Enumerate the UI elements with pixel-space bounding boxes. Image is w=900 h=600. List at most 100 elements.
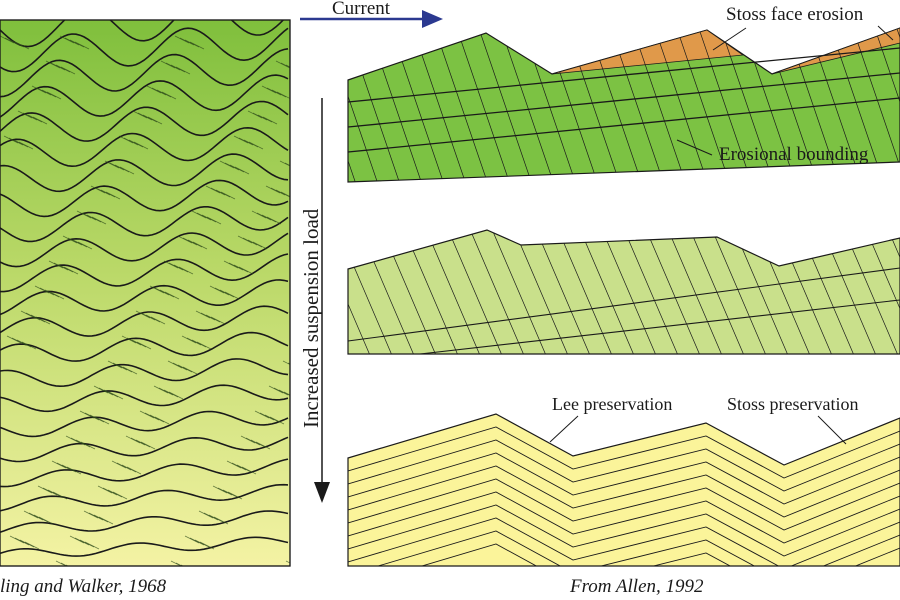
middle-foreset-line [465,230,527,354]
foreset-dash [154,287,170,296]
foreset-dash [97,485,113,494]
foreset-dash [30,314,46,323]
ripple-lamina-line [0,331,289,362]
foreset-dash [198,510,214,519]
middle-foreset-line [641,230,703,354]
foreset-dash [161,91,177,100]
bottom-lamina-line [348,543,900,566]
foreset-dash [28,512,44,521]
foreset-dash [140,441,156,450]
foreset-dash [150,316,166,325]
foreset-dash [34,285,50,294]
foreset-dash [88,512,104,521]
foreset-dash [220,191,236,200]
foreset-dash [282,360,290,365]
foreset-dash [252,112,268,121]
ripple-laminae [0,20,289,557]
foreset-dash [75,439,91,448]
foreset-dash [285,64,290,68]
bottom-lamina-line [348,491,900,544]
foreset-dash [48,260,64,269]
foreset-dash [174,35,190,44]
foreset-dash [227,491,243,500]
foreset-dash [132,110,148,119]
foreset-dash [84,412,100,421]
foreset-dash [206,216,222,225]
foreset-dash [280,191,290,197]
foreset-dash [247,239,263,248]
foreset-dash [66,466,82,475]
foreset-dash [81,212,97,221]
top-foreset-line [348,28,381,182]
foreset-dash [69,39,85,48]
foreset-dash [126,337,142,346]
foreset-dash [219,289,235,298]
foreset-dash [270,187,286,196]
foreset-dash [266,87,282,96]
foreset-dash [84,541,100,550]
foreset-dash [67,237,83,246]
foreset-dash [231,462,247,471]
foreset-dash [90,185,106,194]
foreset-dash [46,91,62,100]
foreset-dash [248,141,264,150]
foreset-dash [266,216,282,225]
foreset-dash [278,389,290,396]
ripple-lamina-line [0,48,289,98]
right-caption: From Allen, 1992 [569,576,704,597]
top-foreset-line [673,28,733,182]
stoss-preservation-label: Stoss preservation [727,394,858,414]
left-panel-climbing-ripples [0,19,309,567]
ripple-lamina-line [0,483,289,512]
foreset-dash [14,537,30,546]
foreset-dash [149,285,165,294]
foreset-dash [213,516,229,525]
foreset-dash [121,335,137,344]
foreset-dash [149,414,165,423]
foreset-dash [142,114,158,123]
top-foreset-line [453,28,513,182]
foreset-dash [252,241,268,250]
foreset-dash [64,37,80,46]
foreset-dash [208,514,224,523]
foreset-dash [119,166,135,175]
stoss-face-erosion-label: Stoss face erosion [726,4,864,25]
middle-foreset-line [619,230,681,354]
foreset-dash [8,137,24,146]
foreset-dash [170,64,186,73]
foreset-dash [295,167,309,174]
foreset-dash [172,362,188,371]
foreset-dash [184,39,200,48]
foreset-dash [196,212,212,221]
foreset-dash [79,410,95,419]
foreset-dash [56,462,72,471]
foreset-dash [49,291,65,300]
foreset-dash [196,341,212,350]
foreset-dash [146,85,162,94]
middle-foreset-line [597,230,659,354]
foreset-dash [16,339,32,348]
foreset-dash [163,260,179,269]
foreset-dash [32,116,48,125]
increased-suspension-load-label: Increased suspension load [299,208,323,428]
top-foreset-line [348,28,359,182]
foreset-dash [284,162,290,166]
ripple-lamina-line [0,536,289,557]
foreset-dash [105,191,121,200]
foreset-dash [265,185,281,194]
bottom-lamina-line [348,517,900,566]
foreset-dash [100,189,116,198]
foreset-dash [117,364,133,373]
foreset-dash [187,239,203,248]
foreset-dash [9,535,25,544]
foreset-dash [233,135,249,144]
foreset-dash [44,289,60,298]
foreset-dash [153,385,169,394]
foreset-dash [182,366,198,375]
foreset-dash [19,539,35,548]
erosional-bounding-surfaces [347,47,900,153]
foreset-dash [194,539,210,548]
foreset-dash [135,310,151,319]
foreset-dash [163,389,179,398]
foreset-dash [205,314,221,323]
